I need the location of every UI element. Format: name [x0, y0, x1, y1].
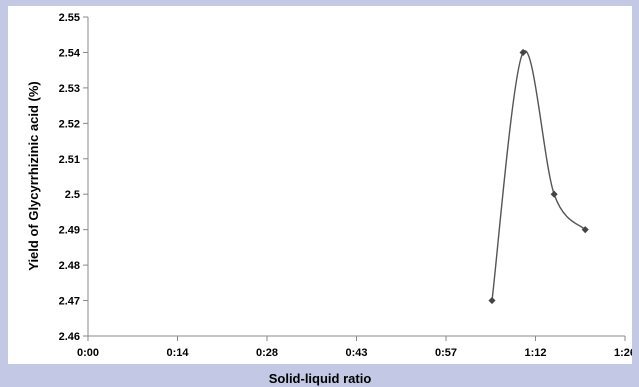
yield-line-chart: 2.462.472.482.492.52.512.522.532.542.55 … — [59, 12, 632, 359]
data-point-marker — [488, 297, 496, 305]
y-tick-label: 2.5 — [65, 189, 80, 201]
y-tick-label: 2.46 — [59, 331, 80, 343]
x-tick-label: 0:28 — [256, 347, 278, 359]
y-tick-label: 2.53 — [59, 83, 80, 95]
x-tick-label: 0:57 — [435, 347, 457, 359]
x-axis-title: Solid-liquid ratio — [269, 371, 372, 386]
y-tick-label: 2.47 — [59, 296, 80, 308]
x-tick-label: 1:26 — [614, 347, 632, 359]
data-point-marker — [550, 190, 558, 198]
x-tick-label: 0:00 — [77, 347, 99, 359]
x-tick-label: 0:43 — [345, 347, 367, 359]
y-axis: 2.46 2.47 2.48 2.49 2.5 2.51 2.52 2.53 2.54 2.55 — [59, 12, 89, 343]
x-axis: 0:00 0:14 0:28 0:43 0:57 1:12 1:26 — [77, 335, 632, 359]
x-tick-label: 0:14 — [166, 347, 189, 359]
y-tick-label: 2.54 — [59, 47, 81, 59]
x-tick-label: 1:12 — [524, 347, 546, 359]
data-point-marker — [581, 226, 589, 234]
y-tick-label: 2.55 — [59, 12, 80, 24]
y-tick-label: 2.49 — [59, 225, 80, 237]
series-layer — [488, 48, 589, 305]
y-tick-label: 2.52 — [59, 118, 80, 130]
chart-panel: 2.46 2.47 2.48 2.49 2.5 2.51 2.52 2.53 2.54 2.55 … — [8, 6, 632, 364]
y-tick-label: 2.51 — [59, 154, 80, 166]
data-point-marker — [519, 48, 527, 56]
series-line — [491, 50, 586, 301]
y-tick-label: 2.48 — [59, 260, 80, 272]
